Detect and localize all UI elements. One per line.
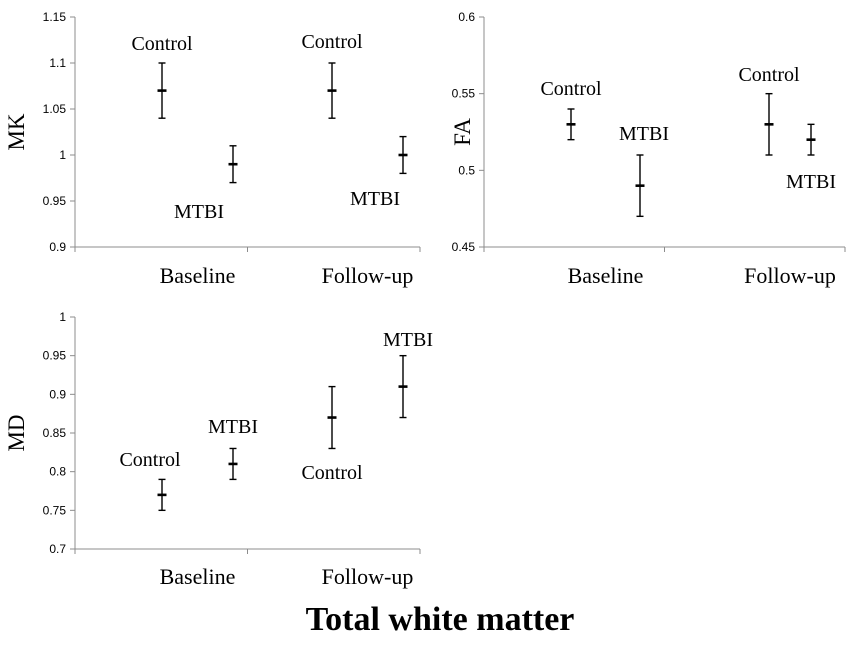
md-y-tick-label-6: 1 — [59, 310, 66, 324]
fa-mtbi-label-1: MTBI — [786, 171, 836, 193]
fa-y-tick-label-0: 0.45 — [452, 240, 476, 254]
md-y-axis-label: MD — [4, 414, 29, 451]
mk-y-tick-label-3: 1.05 — [43, 102, 67, 116]
mk-y-tick-label-5: 1.15 — [43, 10, 67, 24]
mk-y-axis-label: MK — [4, 113, 29, 150]
fa-y-axis-label: FA — [450, 118, 475, 146]
md-y-tick-label-5: 0.95 — [43, 349, 67, 363]
md-control-label-1: Control — [301, 462, 363, 484]
fa-y-tick-label-2: 0.55 — [452, 87, 476, 101]
fa-y-tick-label-3: 0.6 — [458, 10, 475, 24]
md-y-tick-label-4: 0.9 — [49, 387, 66, 401]
figure-title: Total white matter — [306, 601, 575, 638]
fa-control-label-1: Control — [738, 64, 800, 86]
md-y-tick-label-0: 0.7 — [49, 542, 66, 556]
md-y-tick-label-2: 0.8 — [49, 465, 66, 479]
mk-mtbi-label-1: MTBI — [350, 188, 400, 210]
fa-y-tick-label-1: 0.5 — [458, 163, 475, 177]
mk-category-label-0: Baseline — [160, 263, 236, 288]
md-category-label-0: Baseline — [160, 564, 236, 589]
md-y-tick-label-1: 0.75 — [43, 503, 67, 517]
fa-control-label-0: Control — [540, 78, 602, 100]
md-category-label-1: Follow-up — [322, 564, 414, 589]
mk-y-tick-label-4: 1.1 — [49, 56, 66, 70]
md-mtbi-label-1: MTBI — [383, 329, 433, 351]
mk-y-tick-label-2: 1 — [59, 148, 66, 162]
mk-y-tick-label-0: 0.9 — [49, 240, 66, 254]
mk-control-label-0: Control — [131, 33, 193, 55]
fa-mtbi-label-0: MTBI — [619, 123, 669, 145]
md-y-tick-label-3: 0.85 — [43, 426, 67, 440]
fa-category-label-1: Follow-up — [744, 263, 836, 288]
mk-control-label-1: Control — [301, 31, 363, 53]
mk-y-tick-label-1: 0.95 — [43, 194, 67, 208]
mk-mtbi-label-0: MTBI — [174, 201, 224, 223]
mk-category-label-1: Follow-up — [322, 263, 414, 288]
md-mtbi-label-0: MTBI — [208, 416, 258, 438]
fa-category-label-0: Baseline — [568, 263, 644, 288]
md-control-label-0: Control — [119, 449, 181, 471]
